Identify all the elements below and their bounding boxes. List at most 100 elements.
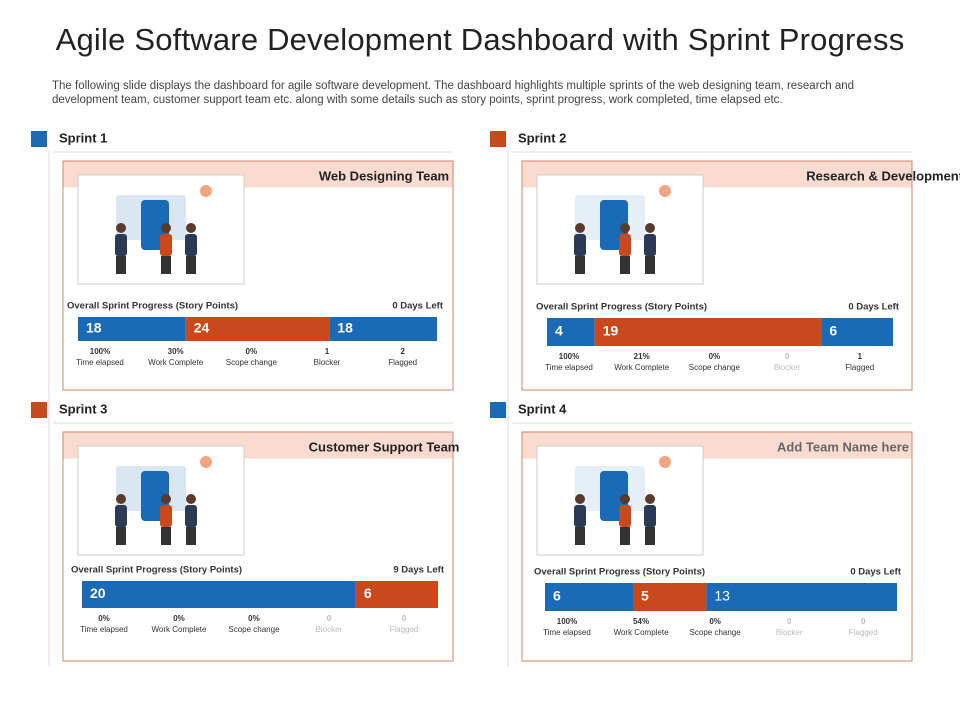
- progress-label: Overall Sprint Progress (Story Points): [536, 302, 707, 313]
- stat-value: 100%: [559, 352, 579, 361]
- stat-label: Flagged: [845, 363, 874, 372]
- days-left: 0 Days Left: [392, 301, 444, 312]
- page-description: The following slide displays the dashboa…: [52, 80, 855, 106]
- team-name: Web Designing Team: [319, 168, 449, 183]
- illustration-person-body: [160, 505, 172, 527]
- illustration-person-legs: [161, 527, 171, 545]
- stat-label: Scope change: [689, 363, 741, 372]
- illustration-person-body: [185, 505, 197, 527]
- sprint-card: Sprint 4 Add Team Name here Overall Sprint…: [490, 401, 913, 662]
- illustration-person-head: [161, 223, 171, 233]
- illustration-person-body: [160, 234, 172, 256]
- stat-value: 100%: [90, 347, 110, 356]
- stat-value: 100%: [557, 617, 577, 626]
- progress-label: Overall Sprint Progress (Story Points): [534, 567, 705, 578]
- stat-value: 1: [325, 347, 330, 356]
- stat-label: Blocker: [314, 358, 341, 367]
- progress-label: Overall Sprint Progress (Story Points): [67, 301, 238, 312]
- progress-segment: [82, 581, 356, 608]
- illustration-person-legs: [575, 256, 585, 274]
- illustration-person-body: [644, 505, 656, 527]
- illustration-person-legs: [575, 527, 585, 545]
- stat-label: Blocker: [776, 628, 803, 637]
- sprint-label: Sprint 3: [59, 401, 107, 416]
- sprint-card: Sprint 3 Customer Support Team Overall Spr…: [31, 401, 460, 662]
- stat-value: 0%: [709, 617, 721, 626]
- segment-value: 6: [829, 323, 837, 339]
- segment-value: 24: [194, 320, 210, 336]
- stat-label: Flagged: [849, 628, 878, 637]
- sprint-marker: [31, 131, 47, 147]
- illustration-person-legs: [186, 256, 196, 274]
- segment-value: 19: [603, 323, 619, 339]
- stat-value: 21%: [634, 352, 650, 361]
- progress-segment: [78, 317, 186, 341]
- stat-value: 0: [327, 614, 332, 623]
- illustration-person-head: [186, 223, 196, 233]
- stat-label: Work Complete: [151, 625, 207, 634]
- illustration-person-legs: [116, 527, 126, 545]
- illustration-person-body: [574, 234, 586, 256]
- stat-value: 2: [400, 347, 405, 356]
- illustration-accent: [659, 456, 671, 468]
- stat-value: 0: [402, 614, 407, 623]
- stat-label: Scope change: [226, 358, 278, 367]
- illustration-person-legs: [186, 527, 196, 545]
- segment-value: 4: [555, 323, 563, 339]
- progress-label: Overall Sprint Progress (Story Points): [71, 565, 242, 576]
- sprint-label: Sprint 1: [59, 130, 107, 145]
- sprint-card: Sprint 2 Research & Development Team Overa…: [490, 130, 960, 391]
- illustration-person-head: [575, 223, 585, 233]
- illustration-person-head: [186, 494, 196, 504]
- illustration-person-legs: [161, 256, 171, 274]
- segment-value: 6: [364, 585, 372, 601]
- illustration-person-body: [619, 505, 631, 527]
- illustration-person-head: [116, 223, 126, 233]
- team-name: Research & Development Team: [806, 168, 960, 183]
- illustration-accent: [200, 185, 212, 197]
- stat-label: Work Complete: [614, 628, 670, 637]
- stat-value: 0%: [709, 352, 721, 361]
- stat-value: 0: [787, 617, 792, 626]
- illustration-accent: [659, 185, 671, 197]
- stat-label: Time elapsed: [80, 625, 128, 634]
- stat-value: 0%: [173, 614, 185, 623]
- stat-value: 0%: [246, 347, 258, 356]
- stat-label: Work Complete: [614, 363, 670, 372]
- sprint-marker: [490, 131, 506, 147]
- stat-label: Blocker: [774, 363, 801, 372]
- progress-segment: [329, 317, 437, 341]
- illustration-accent: [200, 456, 212, 468]
- segment-value: 18: [337, 320, 353, 336]
- illustration-person-legs: [620, 256, 630, 274]
- illustration-person-legs: [645, 527, 655, 545]
- days-left: 9 Days Left: [393, 565, 445, 576]
- sprint-label: Sprint 2: [518, 130, 566, 145]
- segment-value: 13: [714, 588, 730, 604]
- stat-label: Time elapsed: [76, 358, 124, 367]
- progress-segment: [547, 318, 595, 346]
- team-name: Add Team Name here: [777, 439, 909, 454]
- stat-label: Blocker: [316, 625, 343, 634]
- team-name: Customer Support Team: [309, 439, 460, 454]
- illustration-person-head: [575, 494, 585, 504]
- illustration-person-body: [115, 505, 127, 527]
- stat-value: 30%: [168, 347, 184, 356]
- stat-value: 0: [785, 352, 790, 361]
- days-left: 0 Days Left: [850, 567, 902, 578]
- illustration-person-body: [115, 234, 127, 256]
- stat-label: Flagged: [388, 358, 417, 367]
- stat-value: 0%: [98, 614, 110, 623]
- stat-value: 1: [857, 352, 862, 361]
- stat-label: Scope change: [690, 628, 742, 637]
- illustration-person-head: [620, 223, 630, 233]
- sprint-marker: [490, 402, 506, 418]
- progress-segment: [545, 583, 633, 611]
- illustration-person-body: [574, 505, 586, 527]
- progress-segment: [594, 318, 822, 346]
- segment-value: 18: [86, 320, 102, 336]
- progress-segment: [355, 581, 438, 608]
- stat-value: 0%: [248, 614, 260, 623]
